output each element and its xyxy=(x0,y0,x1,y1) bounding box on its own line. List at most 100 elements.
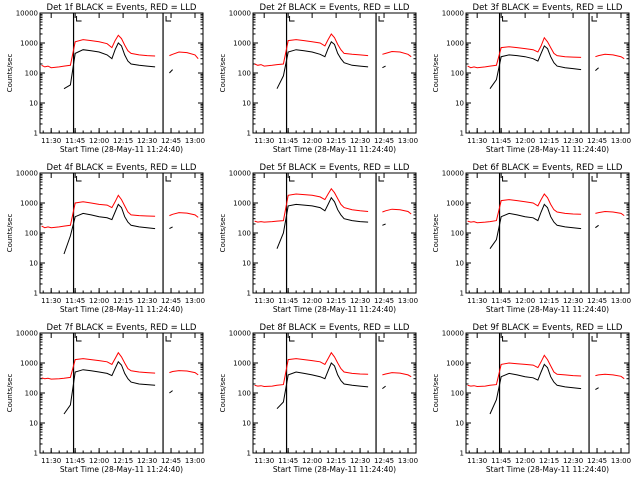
x-tick-label: 11:45 xyxy=(491,297,511,305)
y-tick-label: 10000 xyxy=(229,170,251,178)
x-axis-label: Start Time (28-May-11 11:24:40) xyxy=(486,145,609,154)
x-tick-label: 11:45 xyxy=(491,457,511,465)
series-line-events xyxy=(595,224,599,229)
x-tick-label: 12:15 xyxy=(539,457,559,465)
y-tick-label: 1000 xyxy=(20,360,38,368)
x-axis-label: Start Time (28-May-11 11:24:40) xyxy=(60,465,183,474)
series-line-lld xyxy=(41,34,156,69)
x-tick-label: 12:00 xyxy=(89,297,109,305)
y-tick-label: 10000 xyxy=(229,10,251,18)
chart-title: Det 4f BLACK = Events, RED = LLD xyxy=(47,163,197,173)
y-tick-label: 1 xyxy=(247,130,251,138)
y-tick-label: 100 xyxy=(25,70,38,78)
y-tick-label: 1 xyxy=(460,130,464,138)
y-tick-label: 1 xyxy=(460,450,464,458)
x-tick-label: 12:30 xyxy=(137,137,157,145)
plot-frame xyxy=(465,332,630,454)
time-marker-flag xyxy=(289,16,295,22)
time-marker-flag xyxy=(502,336,508,342)
x-tick-label: 12:00 xyxy=(515,137,535,145)
x-tick-label: 12:45 xyxy=(587,137,607,145)
x-tick-label: 12:30 xyxy=(137,457,157,465)
series-line-lld xyxy=(382,50,412,58)
chart-title: Det 9f BLACK = Events, RED = LLD xyxy=(473,323,623,333)
x-tick-label: 11:30 xyxy=(254,457,274,465)
x-tick-label: 13:00 xyxy=(185,457,205,465)
time-marker-flag xyxy=(378,16,385,22)
y-tick-label: 1 xyxy=(460,290,464,298)
y-tick-label: 10 xyxy=(29,260,38,268)
x-tick-label: 13:00 xyxy=(398,457,418,465)
series-line-events xyxy=(382,385,386,389)
series-line-events xyxy=(169,69,173,74)
series-line-lld xyxy=(467,354,582,388)
series-line-lld xyxy=(254,33,369,67)
x-tick-label: 11:30 xyxy=(467,137,487,145)
y-tick-label: 10 xyxy=(242,260,251,268)
x-tick-label: 12:15 xyxy=(326,457,346,465)
y-tick-label: 100 xyxy=(238,70,251,78)
y-axis-label: Counts/sec xyxy=(432,374,440,413)
y-tick-label: 100 xyxy=(25,390,38,398)
series-line-lld xyxy=(41,194,156,229)
x-tick-label: 11:45 xyxy=(65,457,85,465)
plot-frame xyxy=(252,172,417,294)
x-tick-label: 13:00 xyxy=(611,137,631,145)
series-line-lld xyxy=(467,193,582,224)
y-tick-label: 100 xyxy=(451,390,464,398)
x-tick-label: 12:30 xyxy=(350,137,370,145)
y-tick-label: 100 xyxy=(238,390,251,398)
series-line-lld xyxy=(169,212,199,218)
x-tick-label: 11:45 xyxy=(65,297,85,305)
y-tick-label: 1000 xyxy=(20,40,38,48)
series-line-events xyxy=(63,42,156,90)
time-marker-flag xyxy=(76,336,82,342)
series-line-events xyxy=(276,41,369,89)
series-line-events xyxy=(276,196,369,249)
x-tick-label: 13:00 xyxy=(398,137,418,145)
time-marker-flag xyxy=(502,176,508,182)
y-axis-label: Counts/sec xyxy=(6,374,14,413)
x-tick-label: 12:45 xyxy=(374,137,394,145)
time-marker-flag xyxy=(165,16,172,22)
y-tick-label: 10000 xyxy=(442,170,464,178)
plot-frame xyxy=(252,332,417,454)
x-tick-label: 12:15 xyxy=(326,297,346,305)
y-tick-label: 10 xyxy=(242,100,251,108)
y-axis-label: Counts/sec xyxy=(219,54,227,93)
x-tick-label: 12:45 xyxy=(161,457,181,465)
y-tick-label: 1000 xyxy=(446,200,464,208)
x-axis-label: Start Time (28-May-11 11:24:40) xyxy=(273,305,396,314)
x-axis-label: Start Time (28-May-11 11:24:40) xyxy=(273,145,396,154)
plot-frame xyxy=(39,172,204,294)
y-axis-label: Counts/sec xyxy=(432,214,440,253)
x-tick-label: 12:00 xyxy=(302,137,322,145)
series-line-lld xyxy=(382,208,412,215)
series-line-lld xyxy=(254,187,369,223)
y-tick-label: 10000 xyxy=(442,10,464,18)
x-tick-label: 12:15 xyxy=(326,137,346,145)
y-tick-label: 1000 xyxy=(446,360,464,368)
x-tick-label: 12:15 xyxy=(113,457,133,465)
series-line-lld xyxy=(169,51,199,60)
y-tick-label: 10000 xyxy=(229,330,251,338)
x-axis-label: Start Time (28-May-11 11:24:40) xyxy=(486,465,609,474)
x-tick-label: 13:00 xyxy=(185,137,205,145)
y-tick-label: 100 xyxy=(238,230,251,238)
x-tick-label: 13:00 xyxy=(398,297,418,305)
y-tick-label: 10000 xyxy=(16,330,38,338)
time-marker-flag xyxy=(76,176,82,182)
y-tick-label: 10000 xyxy=(442,330,464,338)
y-tick-label: 1 xyxy=(247,290,251,298)
x-tick-label: 12:30 xyxy=(350,297,370,305)
series-line-events xyxy=(595,67,599,71)
x-tick-label: 11:30 xyxy=(41,457,61,465)
x-tick-label: 11:45 xyxy=(65,137,85,145)
y-axis-label: Counts/sec xyxy=(6,214,14,253)
series-line-events xyxy=(595,387,599,391)
time-marker-flag xyxy=(289,176,295,182)
time-marker-flag xyxy=(378,176,385,182)
plot-frame xyxy=(39,332,204,454)
time-marker-flag xyxy=(289,336,295,342)
